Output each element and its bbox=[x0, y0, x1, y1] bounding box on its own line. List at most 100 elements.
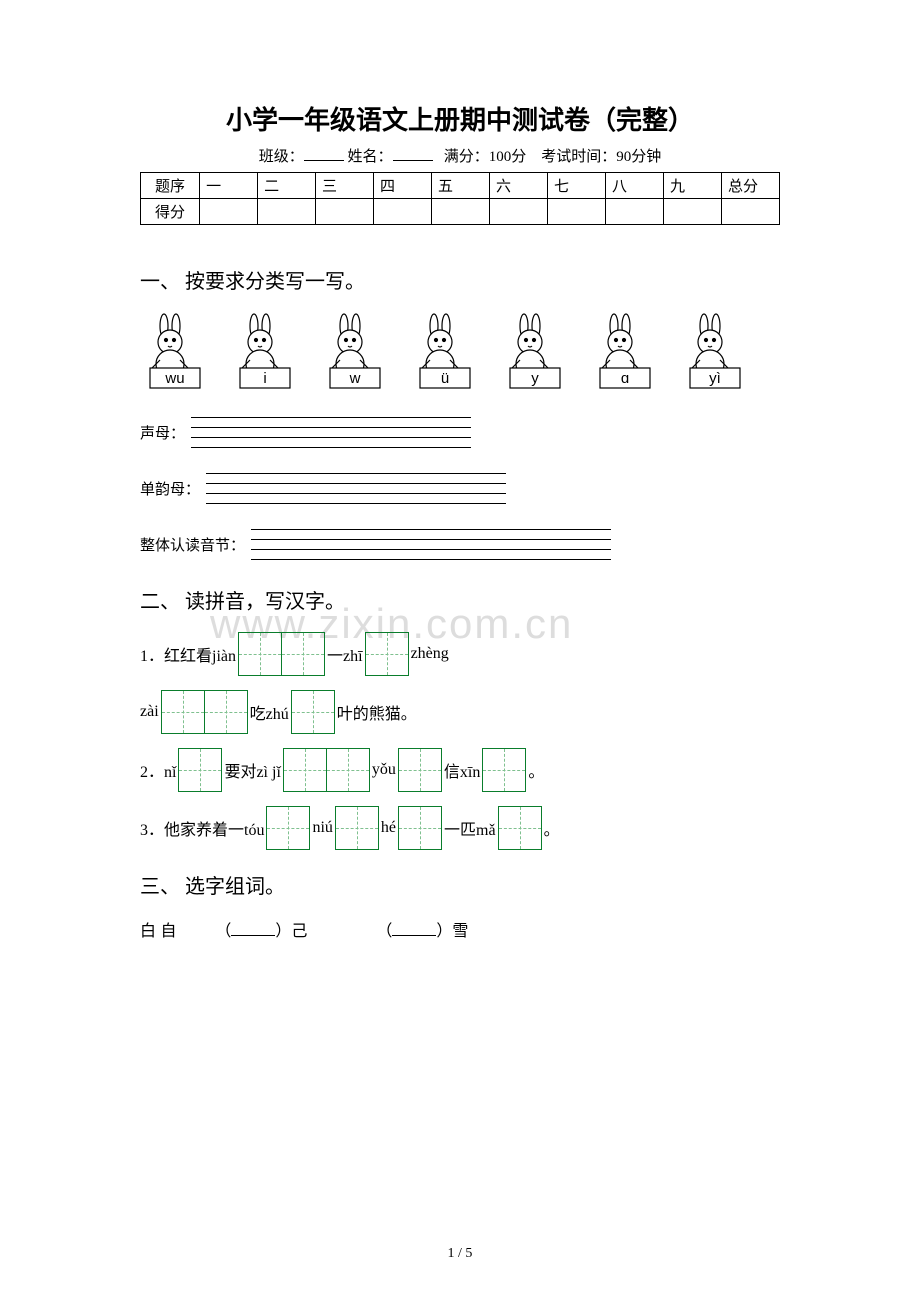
tianzige[interactable] bbox=[365, 632, 409, 676]
q2-text: zhèng bbox=[411, 645, 449, 663]
svg-text:i: i bbox=[263, 370, 266, 387]
col-5: 五 bbox=[432, 173, 490, 199]
q2-text: 要对zì jǐ bbox=[224, 758, 280, 782]
staff-row: 单韵母： bbox=[140, 473, 780, 503]
svg-text:y: y bbox=[531, 370, 539, 387]
full-score: 满分：100分 bbox=[444, 149, 527, 165]
q2-text: 叶的熊猫。 bbox=[337, 700, 417, 724]
rabbit-icon: wu bbox=[140, 312, 210, 392]
tianzige[interactable] bbox=[178, 748, 222, 792]
q3-line: 白 自 （）己 （）雪 bbox=[140, 917, 780, 941]
score-cell[interactable] bbox=[258, 199, 316, 225]
rabbit-icon: ɑ bbox=[590, 312, 660, 392]
tianzige[interactable] bbox=[161, 690, 248, 734]
exam-time: 考试时间：90分钟 bbox=[541, 149, 661, 165]
rabbit-row: wu i w bbox=[140, 312, 780, 397]
section1-heading: 一、 按要求分类写一写。 bbox=[140, 265, 780, 294]
q2-text: 3．他家养着一tóu bbox=[140, 816, 264, 840]
page-title: 小学一年级语文上册期中测试卷（完整） bbox=[140, 100, 780, 137]
row-label: 题序 bbox=[141, 173, 200, 199]
staff-row: 整体认读音节： bbox=[140, 529, 780, 559]
tianzige[interactable] bbox=[266, 806, 310, 850]
q3-chars: 白 自 bbox=[140, 923, 176, 940]
class-label: 班级： bbox=[259, 149, 304, 165]
section3-heading: 三、 选字组词。 bbox=[140, 870, 780, 899]
rabbit: i bbox=[230, 312, 300, 397]
score-table: 题序 一 二 三 四 五 六 七 八 九 总分 得分 bbox=[140, 172, 780, 225]
q3-blank[interactable] bbox=[231, 924, 275, 936]
q2-text: 。 bbox=[528, 758, 544, 782]
q2-text: niú bbox=[312, 819, 332, 837]
rabbit: wu bbox=[140, 312, 210, 397]
tianzige[interactable] bbox=[498, 806, 542, 850]
tianzige[interactable] bbox=[398, 748, 442, 792]
staff-label: 声母： bbox=[140, 422, 185, 447]
q3-blank[interactable] bbox=[392, 924, 436, 936]
meta-line: 班级： 姓名： 满分：100分 考试时间：90分钟 bbox=[140, 145, 780, 166]
svg-text:wu: wu bbox=[164, 370, 184, 387]
class-blank[interactable] bbox=[304, 147, 344, 161]
score-cell[interactable] bbox=[605, 199, 663, 225]
rabbit: y bbox=[500, 312, 570, 397]
q2-text: 。 bbox=[544, 816, 560, 840]
svg-text:ü: ü bbox=[441, 370, 449, 387]
table-row: 题序 一 二 三 四 五 六 七 八 九 总分 bbox=[141, 173, 780, 199]
tianzige[interactable] bbox=[283, 748, 370, 792]
q2-text: hé bbox=[381, 819, 396, 837]
svg-text:yì: yì bbox=[709, 370, 721, 387]
tianzige[interactable] bbox=[482, 748, 526, 792]
q3-item2: 雪 bbox=[452, 923, 468, 940]
rabbit: ü bbox=[410, 312, 480, 397]
q2-line: 1．红红看jiàn一zhīzhèng bbox=[140, 632, 780, 676]
col-9: 九 bbox=[663, 173, 721, 199]
score-cell[interactable] bbox=[490, 199, 548, 225]
q2-text: 信xīn bbox=[444, 758, 480, 782]
tianzige[interactable] bbox=[335, 806, 379, 850]
score-cell[interactable] bbox=[721, 199, 779, 225]
rabbit: ɑ bbox=[590, 312, 660, 397]
q2-line: 2．nǐ要对zì jǐyǒu信xīn。 bbox=[140, 748, 780, 792]
q2-text: 一匹mǎ bbox=[444, 816, 496, 840]
col-8: 八 bbox=[605, 173, 663, 199]
col-total: 总分 bbox=[721, 173, 779, 199]
col-6: 六 bbox=[490, 173, 548, 199]
svg-text:ɑ: ɑ bbox=[621, 370, 629, 387]
score-cell[interactable] bbox=[374, 199, 432, 225]
score-cell[interactable] bbox=[432, 199, 490, 225]
q2-line: 3．他家养着一tóu niú hé 一匹mǎ 。 bbox=[140, 806, 780, 850]
rabbit-icon: w bbox=[320, 312, 390, 392]
rabbit-icon: ü bbox=[410, 312, 480, 392]
tianzige[interactable] bbox=[238, 632, 325, 676]
svg-text:w: w bbox=[349, 370, 361, 387]
rabbit: w bbox=[320, 312, 390, 397]
score-cell[interactable] bbox=[547, 199, 605, 225]
tianzige[interactable] bbox=[291, 690, 335, 734]
score-cell[interactable] bbox=[316, 199, 374, 225]
col-7: 七 bbox=[547, 173, 605, 199]
section2-heading: 二、 读拼音，写汉字。 bbox=[140, 585, 780, 614]
col-3: 三 bbox=[316, 173, 374, 199]
score-label: 得分 bbox=[141, 199, 200, 225]
writing-staff[interactable] bbox=[251, 529, 611, 559]
rabbit-icon: i bbox=[230, 312, 300, 392]
col-1: 一 bbox=[200, 173, 258, 199]
staff-row: 声母： bbox=[140, 417, 780, 447]
q2-line: zài 吃zhú 叶的熊猫。 bbox=[140, 690, 780, 734]
writing-staff[interactable] bbox=[191, 417, 471, 447]
staff-label: 整体认读音节： bbox=[140, 534, 245, 559]
name-label: 姓名： bbox=[347, 149, 392, 165]
q2-text: yǒu bbox=[372, 761, 396, 779]
tianzige[interactable] bbox=[398, 806, 442, 850]
rabbit-icon: yì bbox=[680, 312, 750, 392]
name-blank[interactable] bbox=[393, 147, 433, 161]
q3-item1: 己 bbox=[291, 923, 307, 940]
score-cell[interactable] bbox=[663, 199, 721, 225]
table-row: 得分 bbox=[141, 199, 780, 225]
staff-label: 单韵母： bbox=[140, 478, 200, 503]
q2-text: 吃zhú bbox=[250, 700, 289, 724]
score-cell[interactable] bbox=[200, 199, 258, 225]
page-footer: 1 / 5 bbox=[0, 1246, 920, 1262]
writing-staff[interactable] bbox=[206, 473, 506, 503]
q2-text: 一zhī bbox=[327, 642, 363, 666]
q2-text: zài bbox=[140, 703, 159, 721]
